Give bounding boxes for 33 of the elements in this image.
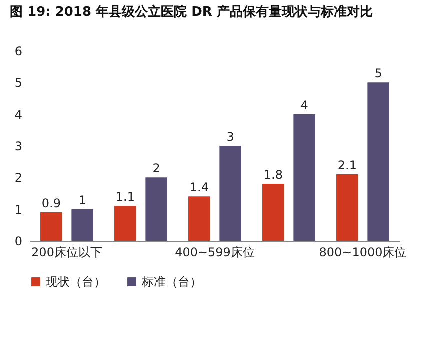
data-label: 4 [300, 98, 308, 112]
data-label: 2 [152, 162, 160, 176]
bar [368, 82, 390, 241]
bar [40, 212, 62, 241]
bar [262, 184, 284, 241]
data-label: 1 [78, 193, 86, 208]
data-label: 3 [226, 130, 234, 144]
data-label: 0.9 [42, 196, 61, 210]
bar [114, 206, 136, 241]
x-tick-label: 200床位以下 [32, 246, 102, 260]
bar [336, 174, 358, 241]
legend-label: 标准（台） [141, 275, 202, 289]
data-label: 2.1 [338, 158, 357, 172]
data-label: 1.1 [116, 190, 135, 204]
bar [188, 196, 210, 241]
legend-label: 现状（台） [46, 275, 106, 289]
bar [72, 209, 94, 241]
data-label: 1.8 [264, 168, 283, 182]
y-tick-label: 1 [14, 202, 22, 217]
bar [146, 178, 168, 241]
y-tick-label: 3 [14, 140, 22, 154]
x-tick-label: 400~599床位 [175, 246, 255, 260]
bar [220, 146, 242, 241]
y-tick-label: 2 [14, 171, 22, 186]
y-tick-label: 6 [14, 44, 22, 58]
bar [294, 114, 316, 241]
x-tick-label: 800~1000床位 [319, 246, 407, 260]
data-label: 1.4 [190, 180, 209, 195]
y-tick-label: 5 [14, 76, 22, 90]
y-tick-label: 4 [14, 108, 22, 122]
chart-title: 图 19: 2018 年县级公立医院 DR 产品保有量现状与标准对比 [10, 4, 373, 20]
y-tick-label: 0 [14, 234, 22, 248]
data-label: 5 [374, 66, 382, 81]
